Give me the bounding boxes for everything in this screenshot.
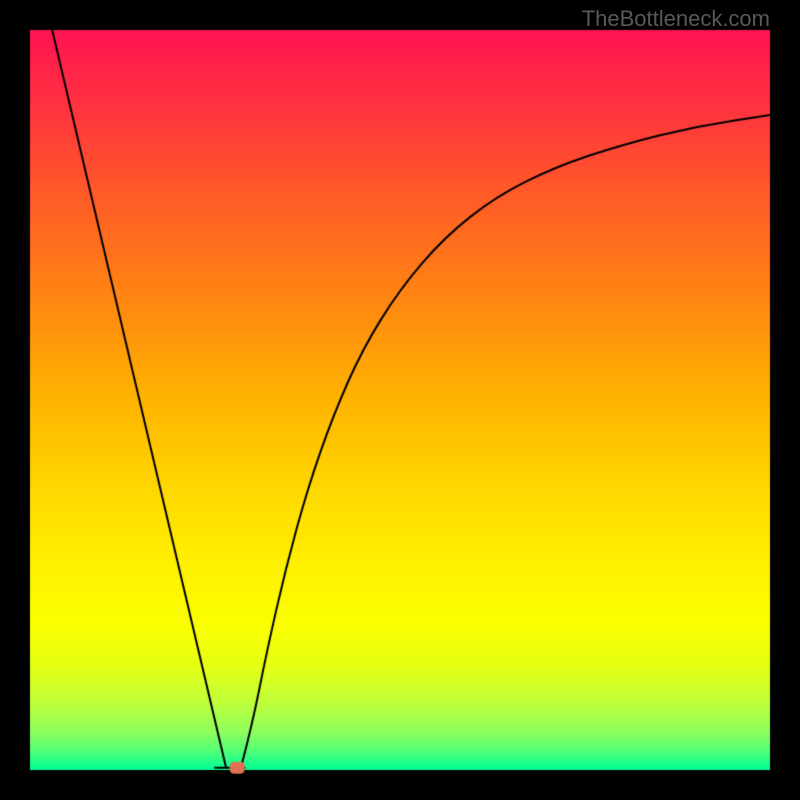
- watermark-label: TheBottleneck.com: [582, 6, 770, 32]
- gradient-v-curve-chart: [0, 0, 800, 800]
- chart-container: TheBottleneck.com: [0, 0, 800, 800]
